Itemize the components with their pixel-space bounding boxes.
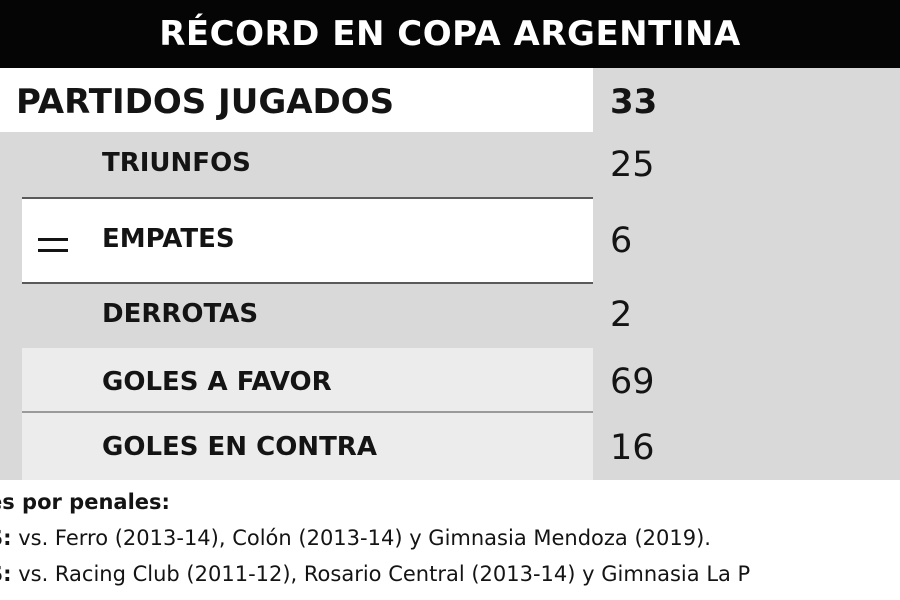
footnotes: es por penales: S: vs. Ferro (2013-14), …	[0, 480, 900, 600]
footnote-heading-text: es por penales:	[0, 490, 170, 514]
empates-highlight	[22, 198, 593, 282]
stat-label-partidos: PARTIDOS JUGADOS	[16, 82, 395, 122]
stat-row-triunfos: TRIUNFOS 25	[0, 132, 900, 198]
goles-favor-bg	[22, 348, 593, 412]
stat-row-empates: EMPATES 6	[0, 198, 900, 282]
footnote-line-1: S: vs. Ferro (2013-14), Colón (2013-14) …	[0, 526, 711, 550]
stat-label-derrotas: DERROTAS	[102, 299, 259, 329]
footnote-line-2-text: vs. Racing Club (2011-12), Rosario Centr…	[11, 562, 751, 586]
stat-label-empates: EMPATES	[102, 224, 235, 254]
stat-value-goles-contra: 16	[610, 428, 655, 468]
footnote-line-1-text: vs. Ferro (2013-14), Colón (2013-14) y G…	[11, 526, 711, 550]
empates-bottom-rule	[22, 282, 593, 284]
partidos-top-strip	[0, 68, 593, 72]
goles-divider-rule	[22, 411, 593, 413]
stat-row-goles-favor: GOLES A FAVOR 69	[0, 348, 900, 412]
stat-value-partidos: 33	[610, 82, 658, 122]
partidos-row-background	[0, 72, 593, 132]
equals-icon	[38, 238, 68, 252]
footnote-line-2-prefix: S:	[0, 562, 12, 586]
stat-value-derrotas: 2	[610, 295, 633, 335]
stat-row-partidos: PARTIDOS JUGADOS 33	[0, 72, 900, 132]
stat-label-goles-favor: GOLES A FAVOR	[102, 367, 332, 397]
footnote-line-1-prefix: S:	[0, 526, 12, 550]
partidos-value-cell	[593, 68, 900, 132]
title-bar: RÉCORD EN COPA ARGENTINA	[0, 0, 900, 68]
empates-top-rule	[22, 197, 593, 199]
stat-value-goles-favor: 69	[610, 362, 655, 402]
stat-value-triunfos: 25	[610, 145, 655, 185]
stat-label-triunfos: TRIUNFOS	[102, 148, 251, 178]
page-title: RÉCORD EN COPA ARGENTINA	[159, 14, 741, 54]
stat-label-goles-contra: GOLES EN CONTRA	[102, 432, 377, 462]
stat-row-goles-contra: GOLES EN CONTRA 16	[0, 412, 900, 480]
goles-contra-bg	[22, 412, 593, 480]
stat-value-empates: 6	[610, 221, 633, 261]
footnote-line-2: S: vs. Racing Club (2011-12), Rosario Ce…	[0, 562, 750, 586]
stat-row-derrotas: DERROTAS 2	[0, 282, 900, 348]
footnote-heading: es por penales:	[0, 490, 170, 514]
